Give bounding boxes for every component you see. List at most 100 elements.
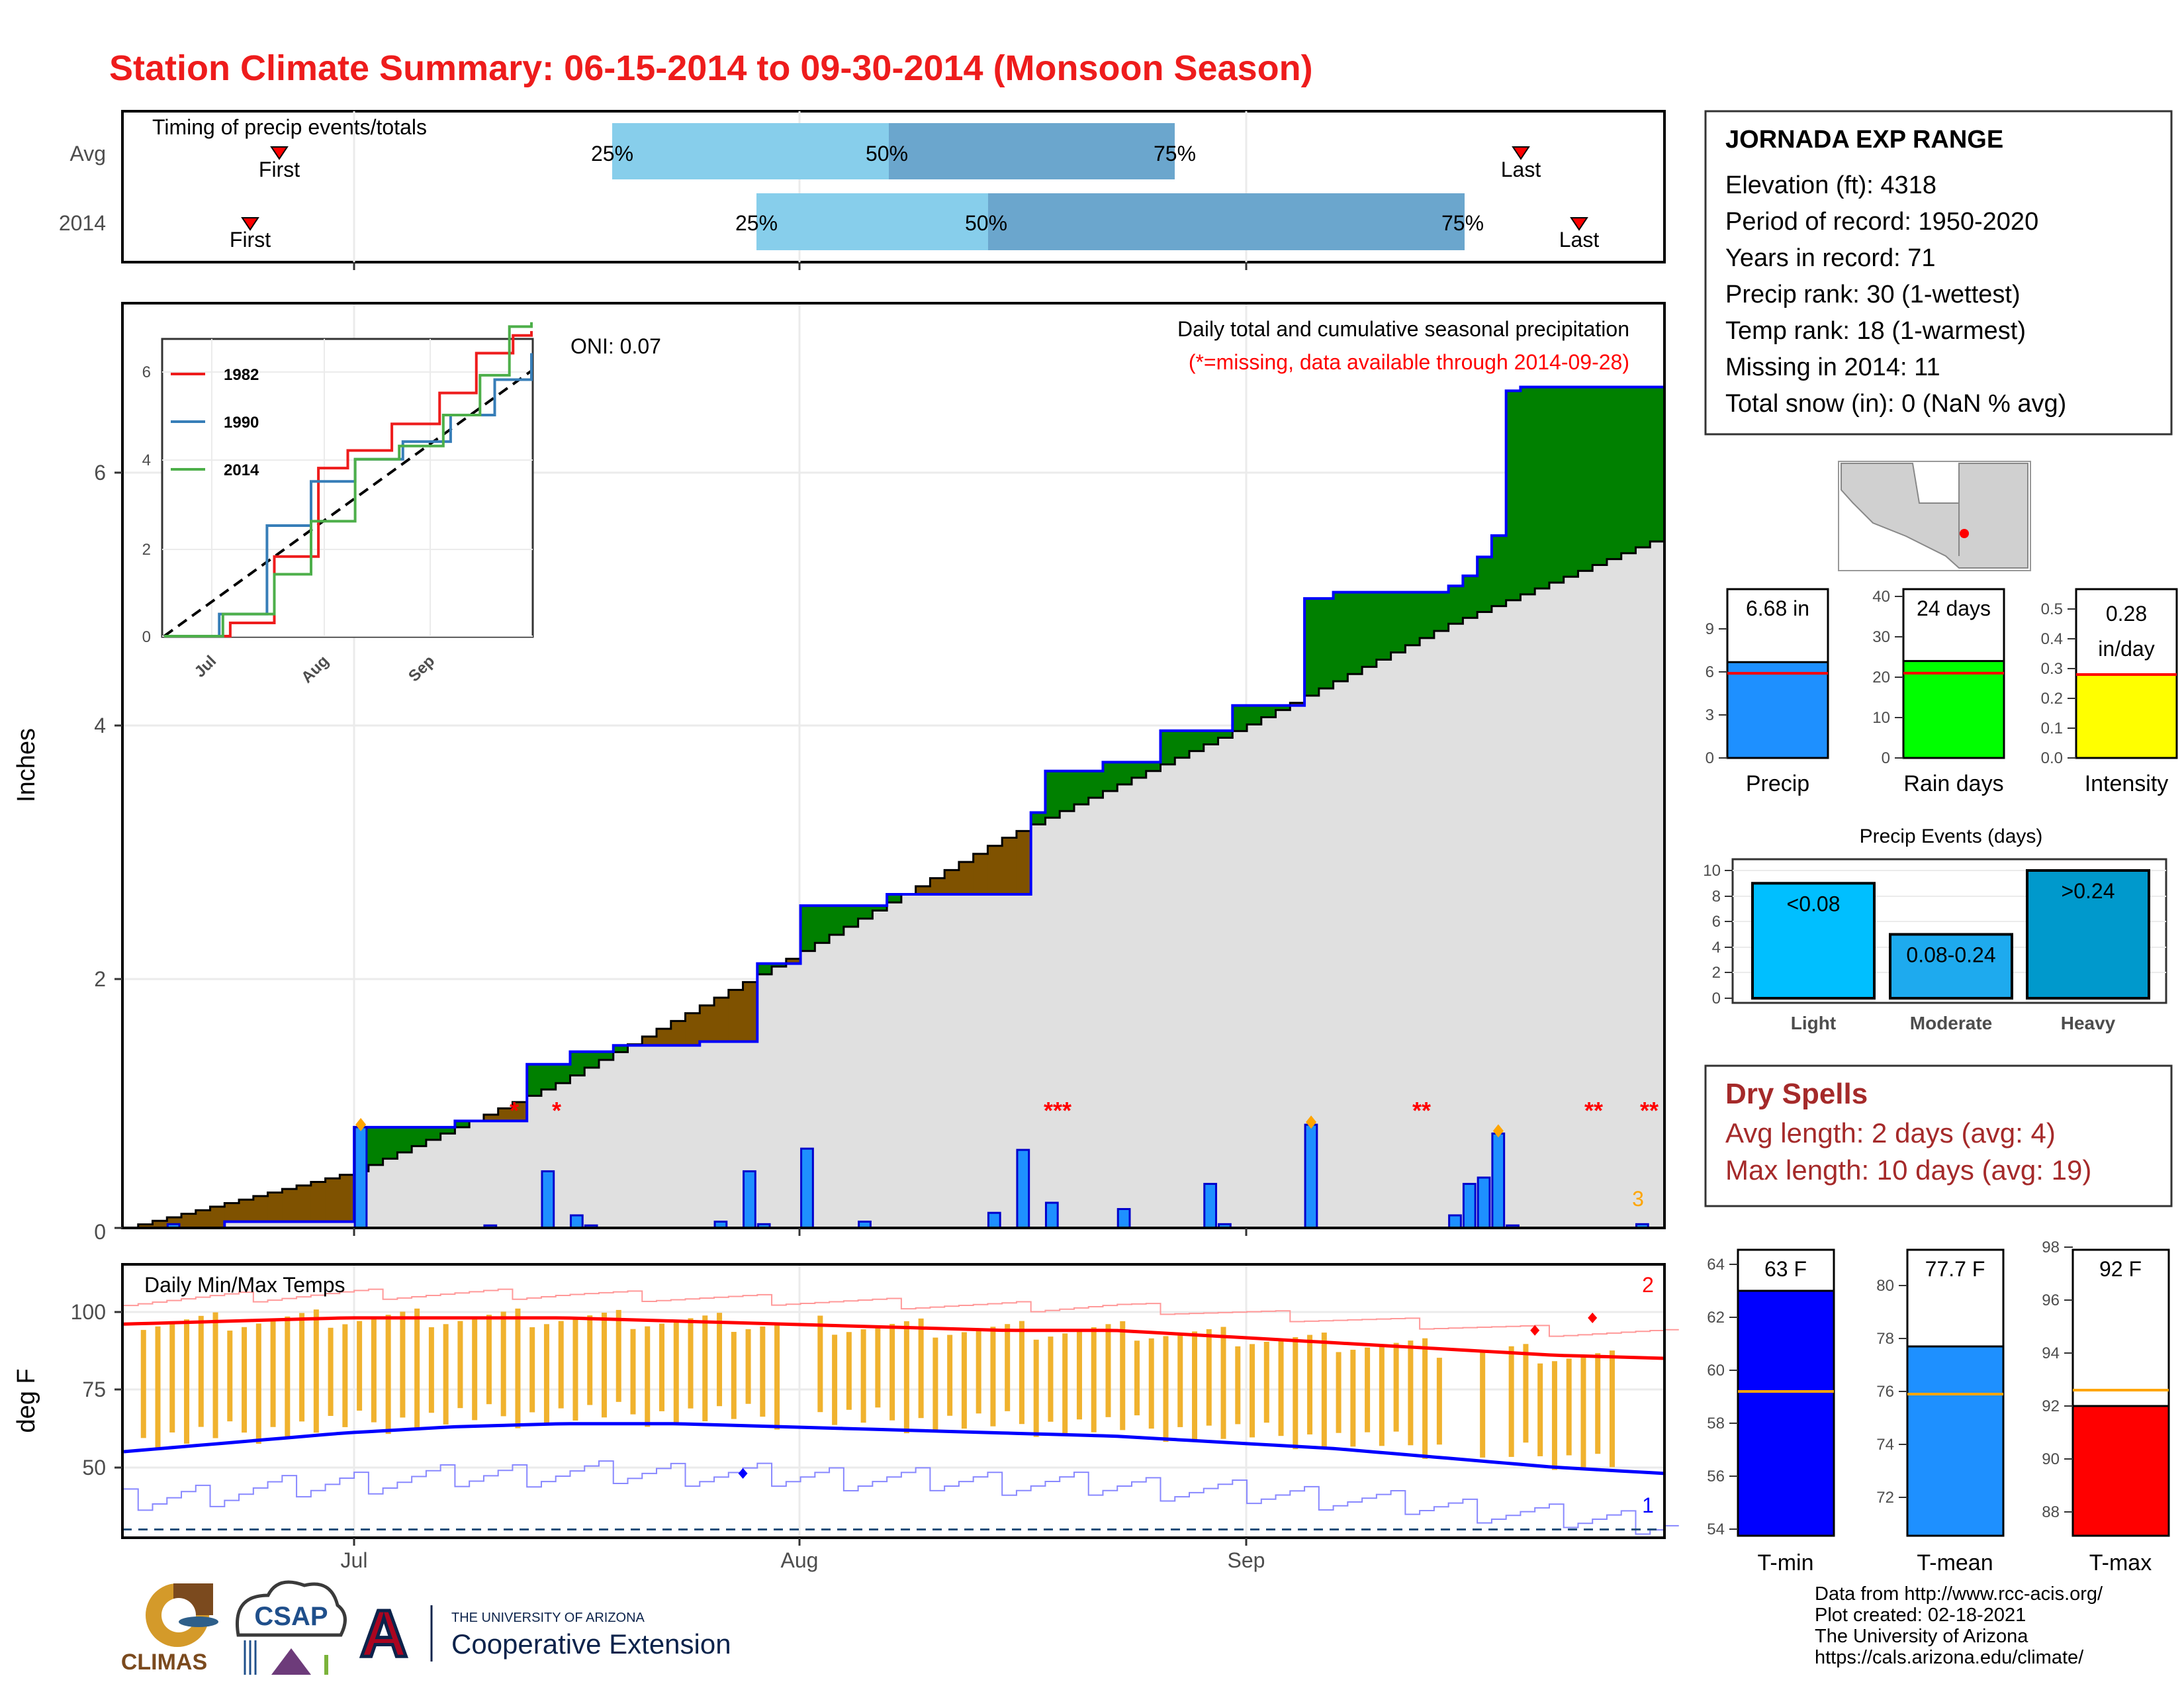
normal-precip-area — [124, 541, 1664, 1228]
daily-temp-bar — [515, 1308, 521, 1429]
surplus-segment — [772, 963, 787, 967]
daily-temp-bar — [817, 1315, 823, 1413]
daily-precip-bar — [569, 1214, 584, 1229]
surplus-segment — [1520, 387, 1535, 594]
daily-temp-bar — [961, 1332, 967, 1429]
surplus-segment — [555, 1064, 571, 1084]
precip-mini-ytick-3: 3 — [1706, 706, 1714, 724]
daily-temp-bar — [1278, 1339, 1284, 1436]
surplus-segment — [1362, 592, 1377, 667]
surplus-segment — [1261, 705, 1277, 718]
daily-temp-bar — [933, 1337, 938, 1431]
page-title: Station Climate Summary: 06-15-2014 to 0… — [109, 48, 1313, 88]
tmax-bar — [2071, 1405, 2170, 1537]
timing-avg-first: First — [259, 158, 300, 181]
timing-row-2014: 2014 — [59, 211, 106, 235]
tmean-ytick-80: 80 — [1876, 1277, 1894, 1295]
daily-temp-bar — [702, 1315, 708, 1422]
timing-avg-last: Last — [1501, 158, 1541, 181]
daily-precip-bar — [743, 1170, 756, 1229]
surplus-segment — [1073, 771, 1089, 805]
surplus-segment — [1635, 387, 1651, 547]
daily-temp-bar — [169, 1323, 175, 1432]
deficit-segment — [743, 982, 758, 1042]
timing-avg-q1 — [612, 123, 889, 179]
events-range-light: <0.08 — [1787, 892, 1841, 915]
intensity-ytick-4: 0.4 — [2041, 630, 2063, 648]
daily-temp-bar — [1206, 1329, 1212, 1426]
daily-precip-bar — [800, 1147, 814, 1229]
daily-temp-bar — [1580, 1356, 1586, 1469]
precip-total-bar — [1726, 661, 1829, 759]
tmean-ytick-74: 74 — [1876, 1436, 1894, 1454]
deficit-segment — [973, 853, 989, 895]
daily-temp-bar — [543, 1324, 549, 1425]
daily-temp-bar — [1120, 1321, 1126, 1430]
tmean-ytick-78: 78 — [1876, 1330, 1894, 1348]
credit-url: https://cals.arizona.edu/climate/ — [1815, 1647, 2084, 1668]
surplus-segment — [613, 1045, 629, 1053]
climas-logo: CLIMAS — [121, 1583, 218, 1675]
daily-temp-bar — [1105, 1324, 1111, 1417]
deficit-segment — [642, 1036, 657, 1046]
deficit-segment — [700, 1005, 715, 1042]
surplus-segment — [1160, 730, 1175, 765]
tmin-chart: 63 F T-min 54 56 58 60 62 64 — [1707, 1248, 1835, 1575]
daily-temp-bar — [1523, 1344, 1529, 1443]
surplus-segment — [541, 1064, 557, 1090]
daily-temp-bar — [400, 1311, 406, 1418]
observed-cumulative-line — [124, 385, 1664, 1229]
inset-cumulative-chart: 0 2 4 6 Jul Aug Sep 1982 1990 2014 — [142, 322, 534, 686]
credit-plot-created: Plot created: 02-18-2021 — [1815, 1605, 2026, 1626]
precip-ytick-4: 4 — [94, 714, 106, 737]
daily-temp-bar — [1192, 1331, 1198, 1440]
precip-total-text: 6.68 in — [1746, 596, 1809, 620]
daily-temp-bar — [428, 1327, 434, 1413]
university-of-arizona-logo: A THE UNIVERSITY OF ARIZONA Cooperative … — [358, 1595, 731, 1673]
tmean-label: T-mean — [1917, 1550, 1993, 1575]
xtick-sep: Sep — [1228, 1548, 1265, 1572]
daily-precip-bar — [1491, 1132, 1506, 1229]
raindays-mini-ytick-0: 0 — [1882, 749, 1890, 767]
daily-precip-bar — [1462, 1182, 1477, 1229]
daily-temp-bar — [1321, 1333, 1327, 1448]
events-title: Precip Events (days) — [1860, 825, 2043, 847]
temp-ytick-50: 50 — [82, 1456, 106, 1479]
surplus-segment — [800, 906, 815, 951]
surplus-segment — [1333, 592, 1348, 682]
tmean-ytick-76: 76 — [1876, 1383, 1894, 1401]
daily-temp-bar — [1005, 1324, 1011, 1411]
avg-low-line — [123, 1422, 1665, 1476]
events-ytick-4: 4 — [1712, 939, 1721, 957]
intensity-bar — [2075, 673, 2178, 759]
daily-temp-bar — [731, 1332, 737, 1419]
surplus-segment — [1606, 387, 1622, 559]
daily-temp-bar — [313, 1309, 319, 1433]
csap-logo-text: CSAP — [254, 1602, 328, 1631]
surplus-segment — [815, 906, 830, 943]
daily-temp-bar — [198, 1315, 204, 1427]
daily-temp-bar — [270, 1320, 276, 1427]
station-snow: Total snow (in): 0 (NaN % avg) — [1725, 390, 2067, 418]
events-ytick-6: 6 — [1712, 913, 1721, 931]
timing-2014-50: 50% — [965, 211, 1007, 235]
daily-temp-bar — [1336, 1352, 1342, 1433]
timing-panel: Timing of precip events/totals Avg 2014 … — [59, 110, 1666, 270]
surplus-segment — [1390, 592, 1406, 653]
daily-temp-bar — [385, 1315, 391, 1434]
missing-mark-1: * — [510, 1097, 519, 1124]
events-category-moderate: Moderate — [1910, 1013, 1992, 1033]
precip-mini-ytick-0: 0 — [1706, 749, 1714, 767]
daily-temp-bar — [1595, 1353, 1601, 1454]
dry-spells-max: Max length: 10 days (avg: 19) — [1725, 1154, 2092, 1186]
surplus-segment — [1621, 387, 1637, 553]
precip-mini-ytick-6: 6 — [1706, 663, 1714, 681]
inset-ytick-4: 4 — [142, 451, 151, 469]
daily-temp-bar — [832, 1335, 838, 1425]
surplus-segment — [1131, 762, 1147, 778]
deficit-segment — [670, 1021, 686, 1046]
surplus-segment — [1506, 391, 1522, 600]
surplus-segment — [1650, 387, 1665, 541]
daily-precip-bar — [1203, 1182, 1218, 1229]
surplus-segment — [1218, 730, 1233, 738]
